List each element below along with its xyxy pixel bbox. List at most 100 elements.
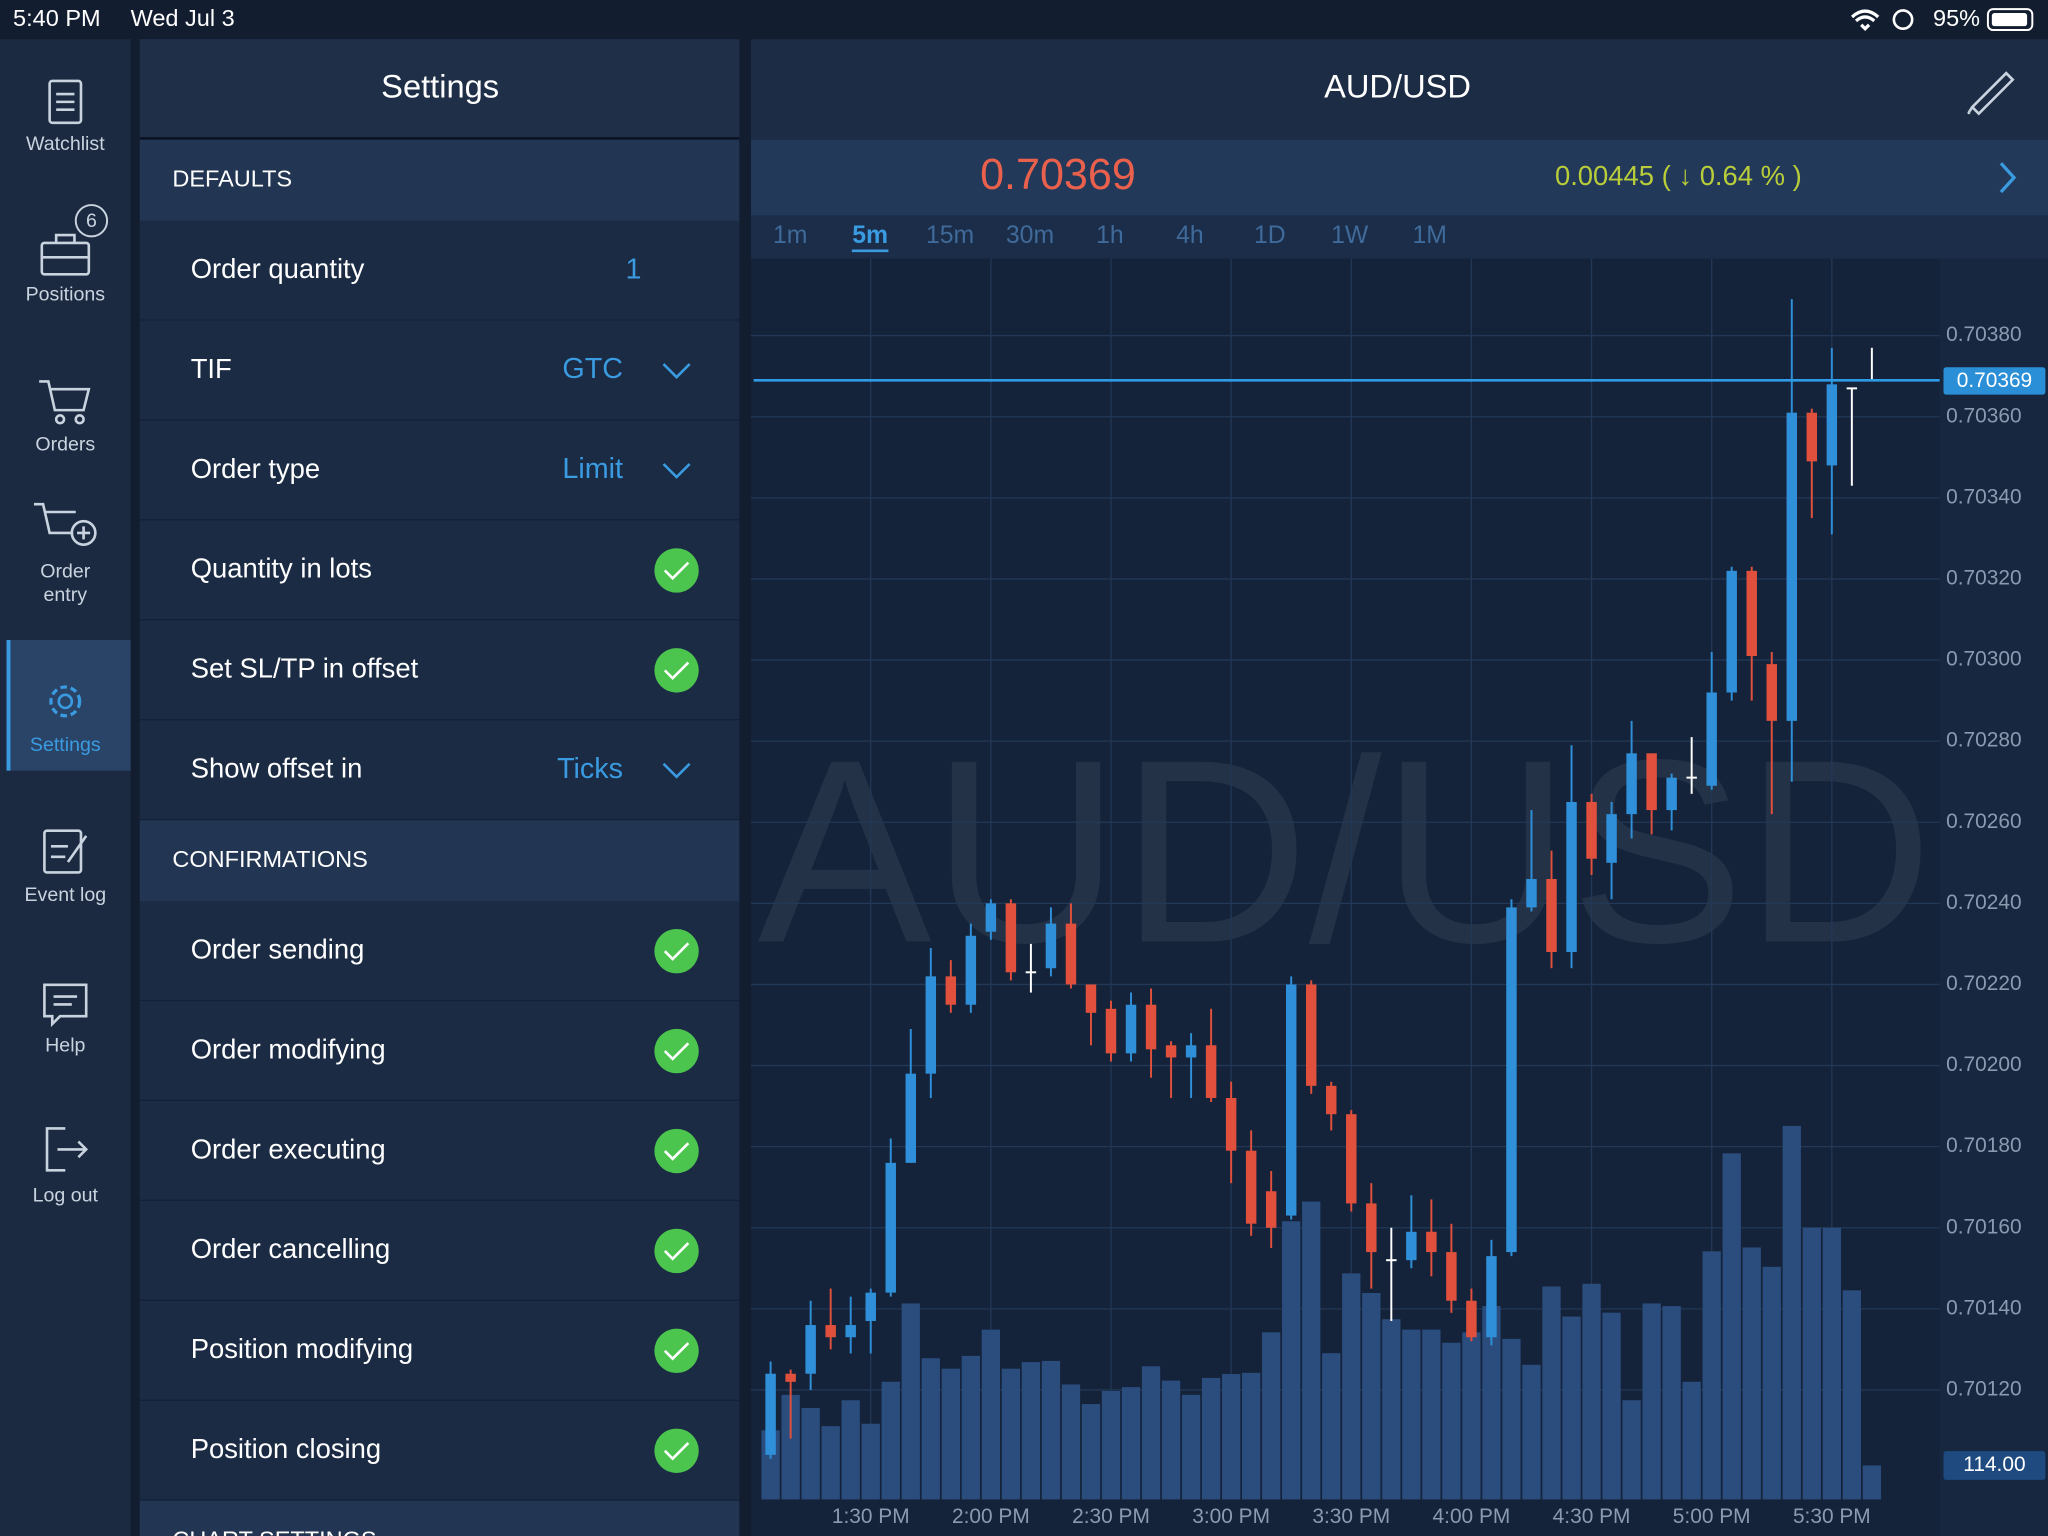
- setting-row[interactable]: [139, 320, 740, 421]
- setting-label: Position modifying: [191, 1333, 413, 1364]
- candle-body: [1065, 923, 1077, 985]
- candle-body: [1666, 777, 1677, 811]
- x-tick-label: 5:30 PM: [1793, 1505, 1871, 1528]
- timeframe[interactable]: 1W: [1331, 222, 1369, 249]
- check-toggle[interactable]: [654, 1328, 699, 1374]
- candle-body: [1486, 1256, 1497, 1338]
- check-toggle[interactable]: [654, 1428, 699, 1473]
- candle-body: [1426, 1231, 1437, 1253]
- x-tick-label: 4:30 PM: [1553, 1505, 1631, 1528]
- candle-body: [1025, 971, 1037, 974]
- candle-body: [1285, 984, 1297, 1216]
- nav-label: Orders: [35, 434, 95, 456]
- x-tick-label: 1:30 PM: [832, 1505, 910, 1528]
- volume-bar: [1722, 1153, 1741, 1500]
- dropdown-chevron[interactable]: [662, 363, 691, 379]
- y-tick-label: 0.70200: [1946, 1053, 2021, 1076]
- draw-tool[interactable]: [1967, 71, 2015, 116]
- volume-bar: [1201, 1377, 1221, 1500]
- details-chevron[interactable]: [1999, 162, 2017, 194]
- badge: [74, 204, 109, 238]
- dropdown-chevron[interactable]: [662, 762, 691, 779]
- setting-row[interactable]: [139, 1300, 740, 1401]
- timeframe[interactable]: 30m: [1006, 222, 1054, 249]
- settings-icon: [49, 685, 82, 718]
- setting-row[interactable]: [139, 1400, 740, 1501]
- volume-bar: [1462, 1332, 1481, 1500]
- setting-row[interactable]: [139, 520, 740, 621]
- nav-item[interactable]: [0, 654, 131, 785]
- selected-bar: [6, 640, 11, 771]
- nav-item[interactable]: [0, 204, 131, 335]
- timeframe[interactable]: 1M: [1412, 222, 1446, 249]
- check-toggle[interactable]: [654, 1128, 699, 1174]
- check-toggle[interactable]: [654, 1228, 699, 1274]
- volume-bar: [1662, 1306, 1681, 1500]
- nav-item[interactable]: [0, 805, 131, 936]
- volume-bar: [1101, 1391, 1121, 1500]
- candle-body: [1806, 412, 1818, 462]
- nav-label: Settings: [30, 734, 101, 756]
- setting-row[interactable]: [139, 420, 740, 521]
- timeframe[interactable]: 1m: [773, 222, 807, 249]
- volume-bar: [1602, 1312, 1621, 1500]
- volume-bar: [1342, 1273, 1361, 1500]
- candle-body: [1506, 907, 1517, 1253]
- nav-item[interactable]: [0, 955, 131, 1086]
- price-bar: [751, 139, 2048, 216]
- icons: [33, 79, 97, 1172]
- volume-bar: [921, 1358, 940, 1500]
- y-tick-label: 0.70180: [1946, 1134, 2021, 1157]
- candle-body: [1706, 692, 1717, 786]
- check-toggle[interactable]: [654, 648, 699, 693]
- timeframe[interactable]: 15m: [926, 222, 974, 249]
- setting-row[interactable]: [139, 1200, 740, 1301]
- check-toggle[interactable]: [654, 548, 699, 593]
- candle-body: [1566, 801, 1577, 953]
- volume-bar: [1121, 1387, 1141, 1500]
- candle-body: [1626, 753, 1637, 815]
- plus-circle: [70, 519, 97, 546]
- dropdown-chevron[interactable]: [662, 463, 691, 479]
- candle-body: [1726, 570, 1737, 693]
- settings-title: Settings: [381, 67, 499, 104]
- setting-row[interactable]: [139, 720, 740, 821]
- nav-label: entry: [44, 584, 88, 606]
- nav-label: Watchlist: [26, 133, 105, 155]
- sidebar-bg: [0, 39, 131, 1536]
- setting-row[interactable]: [139, 1101, 740, 1201]
- setting-row[interactable]: [139, 620, 740, 721]
- timeframe[interactable]: 5m: [852, 222, 888, 249]
- candle-body: [1165, 1045, 1177, 1058]
- setting-row[interactable]: [139, 1001, 740, 1102]
- candle-body: [1586, 801, 1597, 859]
- timeframe-bar: [751, 215, 2048, 259]
- nav-item[interactable]: [0, 354, 131, 485]
- setting-value[interactable]: 1: [625, 253, 641, 285]
- timeframe[interactable]: 1h: [1096, 222, 1124, 249]
- timeframe[interactable]: 1D: [1254, 222, 1286, 249]
- candle-body: [1766, 664, 1777, 721]
- setting-row[interactable]: [139, 901, 740, 1002]
- setting-row[interactable]: [139, 220, 740, 321]
- volume-bar: [781, 1394, 800, 1500]
- volume-label: 114.00: [1963, 1453, 2025, 1476]
- candle-body: [1826, 384, 1838, 466]
- volume-bar: [1382, 1319, 1401, 1500]
- candle-body: [1446, 1252, 1457, 1301]
- check-toggle[interactable]: [654, 928, 699, 974]
- timeframe[interactable]: 4h: [1176, 222, 1204, 249]
- volume-bar: [1522, 1364, 1541, 1500]
- order-entry-icon: [33, 502, 76, 535]
- setting-label: Quantity in lots: [191, 553, 372, 584]
- setting-value: GTC: [562, 353, 623, 385]
- check-toggle[interactable]: [654, 1028, 699, 1074]
- volume-bar: [821, 1426, 840, 1500]
- nav-item[interactable]: [0, 1105, 131, 1236]
- nav-item[interactable]: [0, 54, 131, 185]
- volume-bar: [1402, 1329, 1421, 1500]
- setting-label: Order sending: [191, 933, 365, 964]
- check-mark: [663, 1142, 690, 1161]
